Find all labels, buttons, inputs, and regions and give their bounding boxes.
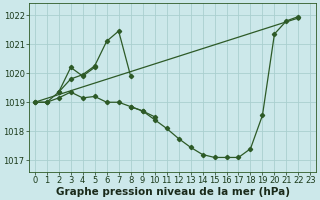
X-axis label: Graphe pression niveau de la mer (hPa): Graphe pression niveau de la mer (hPa) — [56, 187, 290, 197]
